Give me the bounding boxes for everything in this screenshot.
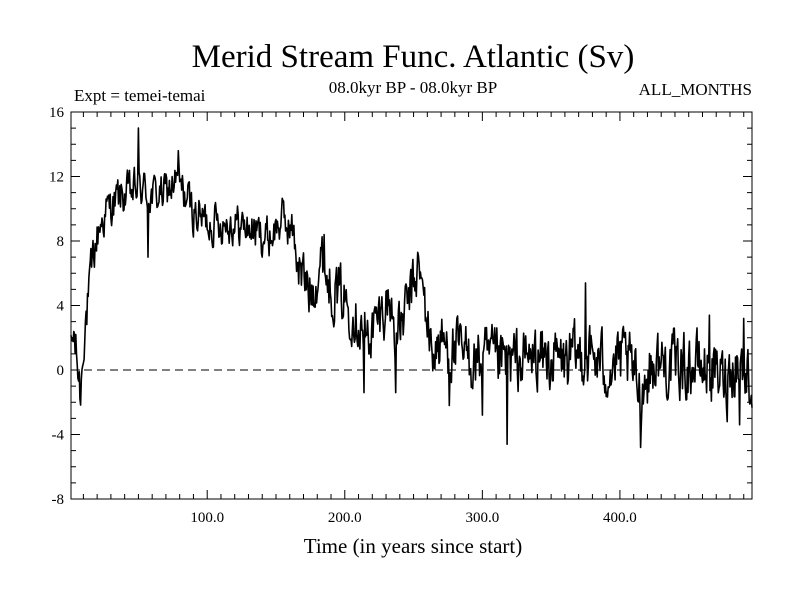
- months-label: ALL_MONTHS: [639, 80, 752, 99]
- chart-title: Merid Stream Func. Atlantic (Sv): [192, 39, 635, 75]
- y-tick-label: 12: [49, 170, 64, 186]
- x-tick-label: 300.0: [465, 510, 499, 526]
- y-tick-label: 8: [57, 234, 65, 250]
- x-tick-label: 400.0: [603, 510, 637, 526]
- y-axis: -8 -4 0 4 8 12 16: [49, 105, 752, 508]
- plot-frame: [70, 111, 753, 500]
- x-tick-label: 200.0: [328, 510, 362, 526]
- y-tick-label: -4: [52, 428, 65, 444]
- y-tick-label: -8: [52, 492, 65, 508]
- y-tick-label: 0: [57, 363, 65, 379]
- x-axis-label: Time (in years since start): [304, 534, 523, 558]
- x-axis: 100.0 200.0 300.0 400.0: [82, 112, 745, 526]
- x-tick-label: 100.0: [190, 510, 224, 526]
- series-line-atlantic-moc: [70, 127, 753, 449]
- y-tick-label: 16: [49, 105, 65, 121]
- experiment-label: Expt = temei-temai: [74, 86, 206, 105]
- y-tick-label: 4: [57, 299, 65, 315]
- period-label: 08.0kyr BP - 08.0kyr BP: [329, 78, 497, 97]
